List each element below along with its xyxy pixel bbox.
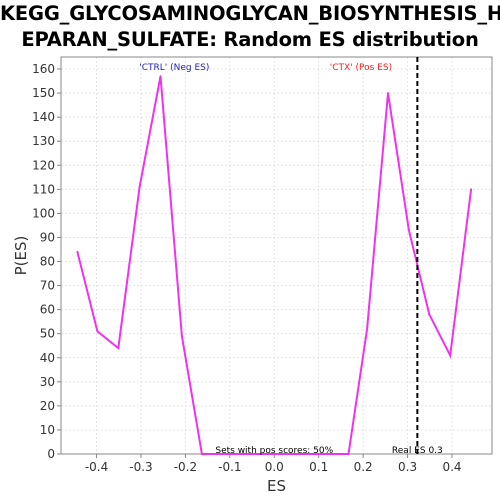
data-point [180,335,183,338]
y-tick-label: 100 [32,206,55,220]
sets-pos-scores-label: Sets with pos scores: 50% [215,446,333,456]
y-axis: 0 10 20 30 40 50 60 70 80 90 100 110 120 130 140 150 160 [32,62,61,461]
data-point [470,188,473,191]
x-tick-label: -0.3 [129,460,152,474]
y-tick-label: 120 [32,158,55,172]
chart-title-line1: KEGG_GLYCOSAMINOGLYCAN_BIOSYNTHESIS_H [0,2,500,25]
x-tick-label: -0.2 [174,460,197,474]
grid-lines [61,57,492,455]
y-tick-label: 70 [40,279,55,293]
x-tick-label: 0.4 [442,460,461,474]
y-tick-label: 30 [40,375,55,389]
x-tick-label: -0.4 [85,460,108,474]
y-tick-label: 10 [40,423,55,437]
series-line [76,76,473,455]
data-point [366,327,369,330]
data-point [159,75,162,78]
plot-frame [60,56,493,455]
data-point [138,185,141,188]
y-tick-label: 90 [40,230,55,244]
x-axis: -0.4 -0.3 -0.2 -0.1 0.0 0.1 0.2 0.3 0.4 [85,454,462,474]
data-point [407,229,410,232]
data-point [117,347,120,350]
real-es-label: Real ES 0.3 [392,446,443,456]
data-point [347,453,350,455]
pos-es-label: 'CTX' (Pos ES) [330,63,392,73]
chart-title: KEGG_GLYCOSAMINOGLYCAN_BIOSYNTHESIS_H EP… [0,0,500,53]
y-tick-label: 160 [32,62,55,76]
y-tick-label: 60 [40,303,55,317]
x-tick-label: 0.1 [309,460,328,474]
y-tick-label: 80 [40,255,55,269]
x-tick-label: 0.3 [398,460,417,474]
data-point [76,250,79,253]
y-tick-label: 20 [40,399,55,413]
data-point [387,92,390,95]
data-point [428,313,431,316]
x-tick-label: 0.0 [265,460,284,474]
y-tick-label: 40 [40,351,55,365]
y-tick-label: 130 [32,134,55,148]
data-point [449,354,452,357]
y-tick-label: 140 [32,110,55,124]
y-axis-label: P(ES) [12,236,30,276]
y-tick-label: 50 [40,327,55,341]
y-tick-label: 150 [32,86,55,100]
x-tick-label: 0.2 [354,460,373,474]
data-point [200,453,203,455]
series-points [76,75,473,455]
y-tick-label: 0 [47,447,55,461]
data-point [96,330,99,333]
y-tick-label: 110 [32,182,55,196]
x-axis-label: ES [267,477,286,495]
neg-es-label: 'CTRL' (Neg ES) [139,63,209,73]
chart-title-line2: EPARAN_SULFATE: Random ES distribution [21,28,479,51]
x-tick-label: -0.1 [218,460,241,474]
